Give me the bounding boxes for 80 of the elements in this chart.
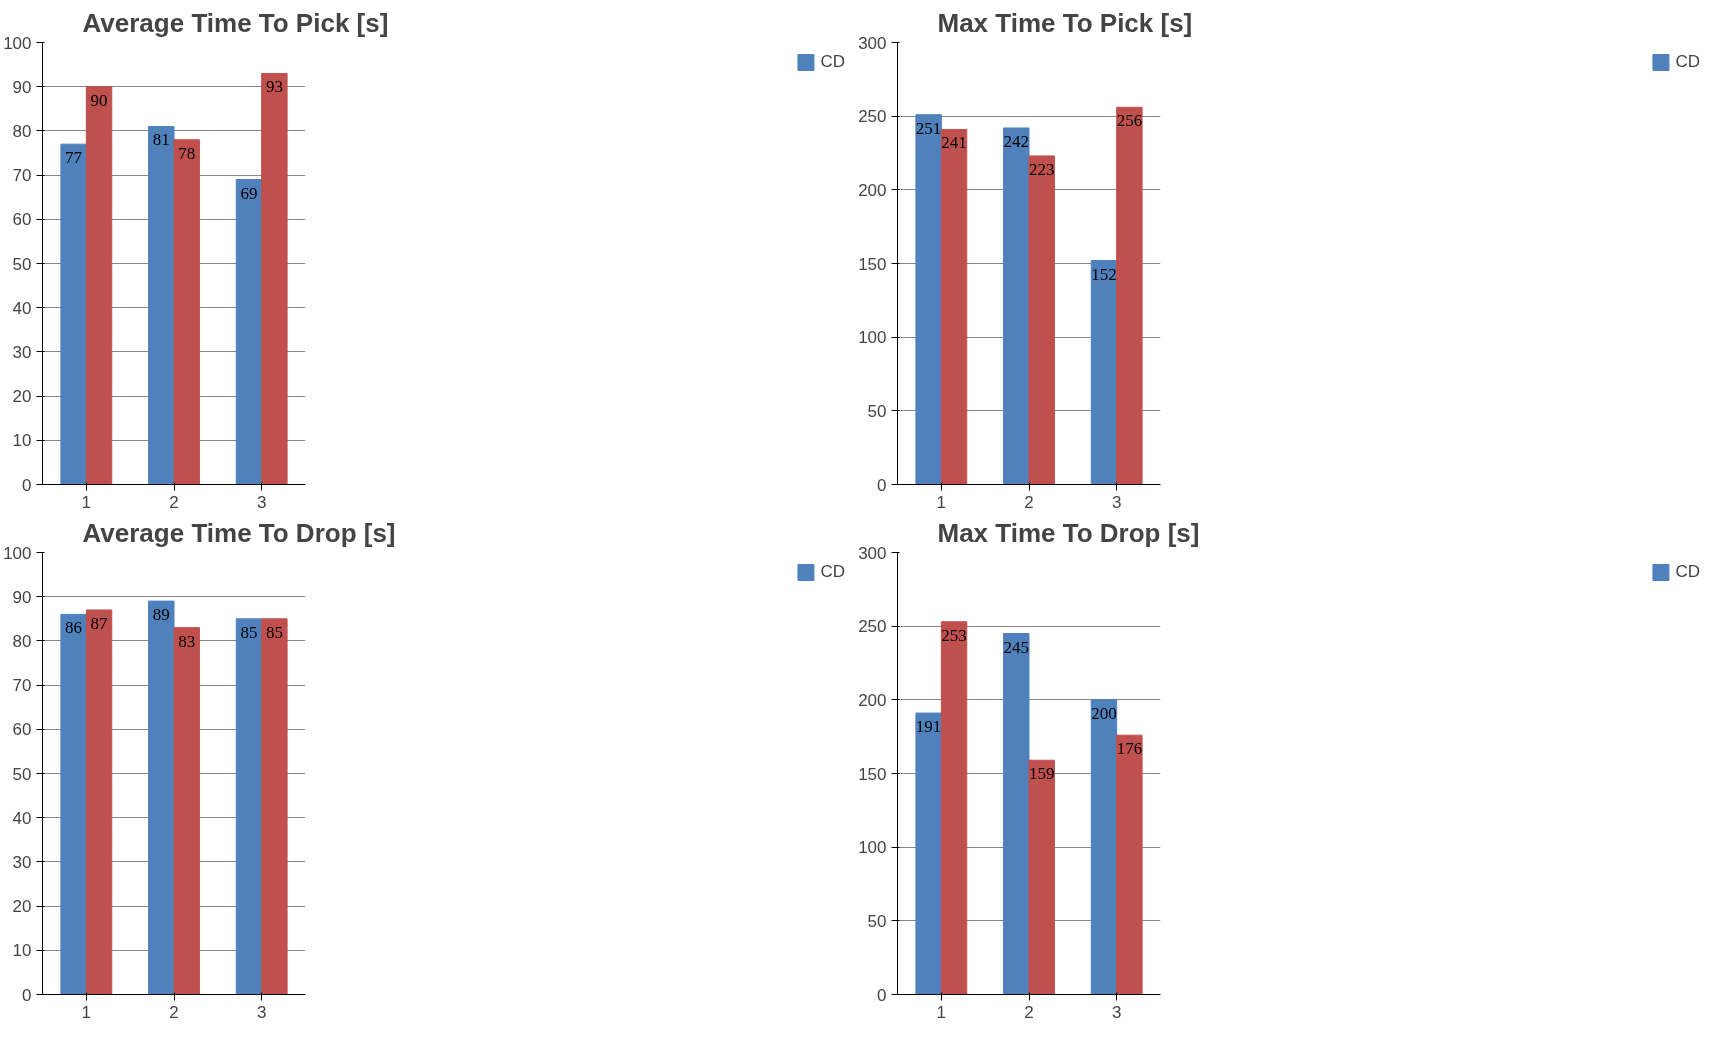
- y-tick-label: 100: [3, 33, 32, 53]
- data-label: 77: [65, 148, 83, 168]
- data-label: 242: [1003, 131, 1030, 151]
- y-tick-label: 200: [858, 690, 887, 710]
- y-tick-label: 80: [12, 631, 32, 651]
- data-label: 223: [1028, 159, 1055, 179]
- x-tick-label: 2: [169, 492, 179, 512]
- y-tick-label: 60: [12, 210, 32, 230]
- y-tick-label: 150: [858, 764, 887, 784]
- y-tick-label: 100: [3, 543, 32, 563]
- y-tick-label: 70: [12, 676, 32, 696]
- y-tick-label: 0: [877, 475, 887, 495]
- y-tick-label: 90: [12, 587, 32, 607]
- y-tick-label: 20: [12, 387, 32, 407]
- data-label: 256: [1116, 111, 1143, 131]
- data-label: 87: [90, 613, 109, 633]
- data-label: 85: [240, 622, 258, 642]
- x-tick-label: 3: [1111, 1002, 1122, 1022]
- y-tick-label: 40: [12, 298, 32, 318]
- x-tick-label: 2: [1024, 492, 1034, 512]
- data-label: 152: [1091, 264, 1117, 284]
- data-label: 83: [178, 631, 196, 651]
- data-label: 85: [265, 622, 283, 642]
- data-label: 245: [1003, 637, 1030, 657]
- data-label: 78: [178, 143, 196, 163]
- y-tick-label: 50: [12, 254, 32, 274]
- x-tick-label: 3: [1111, 492, 1122, 512]
- data-label: 69: [240, 183, 258, 203]
- y-tick-label: 100: [858, 838, 887, 858]
- y-tick-label: 30: [12, 342, 32, 362]
- y-tick-label: 80: [12, 121, 32, 141]
- data-label: 89: [152, 605, 170, 625]
- y-tick-label: 90: [12, 77, 32, 97]
- y-tick-label: 50: [12, 764, 32, 784]
- chart-title: Average Time To Pick [s]: [82, 7, 389, 38]
- x-tick-label: 2: [169, 1002, 179, 1022]
- x-tick-label: 1: [81, 1002, 92, 1022]
- data-label: 159: [1028, 764, 1055, 784]
- y-tick-label: 150: [858, 254, 887, 274]
- y-tick-label: 100: [858, 328, 887, 348]
- y-tick-label: 20: [12, 897, 32, 917]
- data-label: 191: [915, 717, 942, 737]
- chart-title: Average Time To Drop [s]: [82, 517, 396, 548]
- data-label: 241: [941, 133, 967, 153]
- y-tick-label: 60: [12, 720, 32, 740]
- chart-title: Max Time To Drop [s]: [937, 517, 1200, 548]
- y-tick-label: 0: [22, 475, 32, 495]
- y-tick-label: 40: [12, 808, 32, 828]
- data-label: 253: [941, 625, 967, 645]
- y-tick-label: 250: [858, 107, 887, 127]
- y-tick-label: 30: [12, 852, 32, 872]
- y-tick-label: 70: [12, 166, 32, 186]
- x-tick-label: 1: [81, 492, 92, 512]
- legend-label: CD: [1675, 52, 1700, 72]
- x-tick-label: 3: [256, 1002, 267, 1022]
- y-tick-label: 10: [12, 941, 32, 961]
- x-tick-label: 2: [1024, 1002, 1034, 1022]
- legend-label: CD: [820, 562, 845, 582]
- legend-label: CD: [1675, 562, 1700, 582]
- chart-title: Max Time To Pick [s]: [937, 7, 1193, 38]
- y-tick-label: 0: [877, 985, 887, 1005]
- y-tick-label: 300: [858, 543, 887, 563]
- y-tick-label: 300: [858, 33, 887, 53]
- y-tick-label: 50: [867, 911, 887, 931]
- y-tick-label: 50: [867, 401, 887, 421]
- x-tick-label: 3: [256, 492, 267, 512]
- y-tick-label: 200: [858, 180, 887, 200]
- data-label: 200: [1091, 703, 1117, 723]
- data-label: 90: [90, 90, 108, 110]
- data-label: 86: [65, 618, 83, 638]
- data-label: 93: [265, 77, 283, 97]
- data-label: 251: [915, 118, 942, 138]
- x-tick-label: 1: [936, 492, 947, 512]
- data-label: 81: [152, 130, 170, 150]
- y-tick-label: 0: [22, 985, 32, 1005]
- legend-label: CD: [820, 52, 845, 72]
- data-label: 176: [1116, 739, 1143, 759]
- y-tick-label: 10: [12, 431, 32, 451]
- x-tick-label: 1: [936, 1002, 947, 1022]
- y-tick-label: 250: [858, 617, 887, 637]
